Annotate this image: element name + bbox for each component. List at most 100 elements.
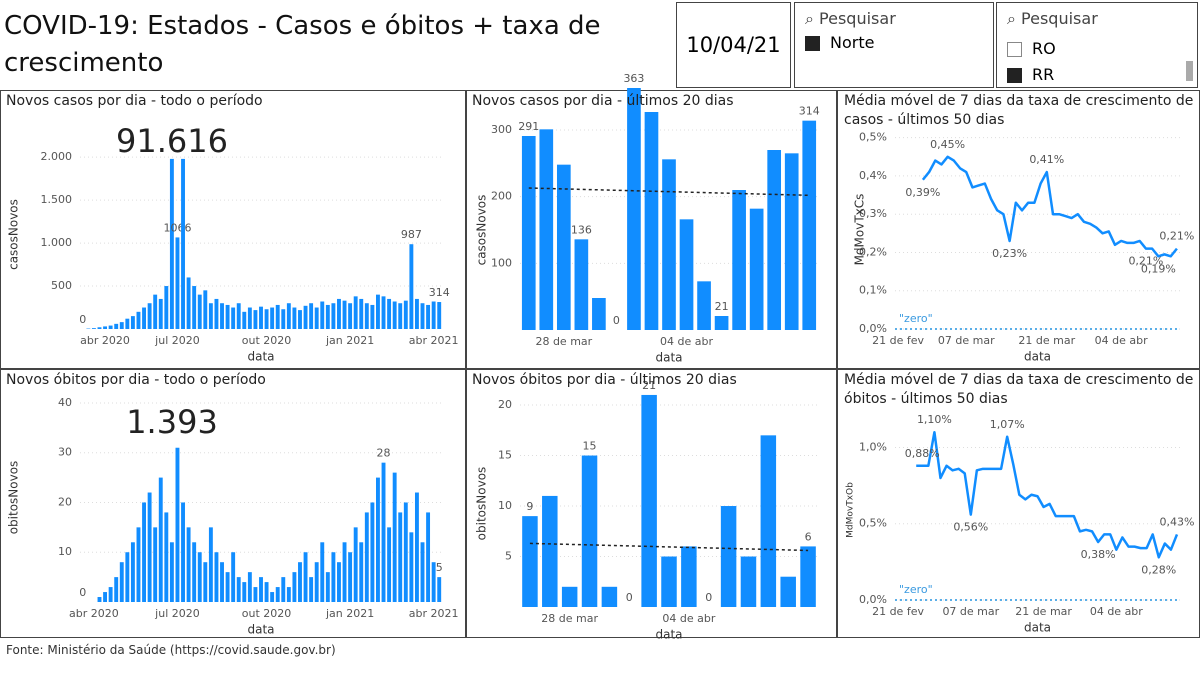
y-tick-label: 0,4% — [859, 169, 887, 182]
data-label: 0 — [79, 586, 86, 599]
checkbox[interactable] — [1007, 68, 1022, 83]
data-label: 6 — [805, 530, 812, 543]
bar — [370, 502, 375, 602]
bar — [414, 298, 419, 329]
y-tick-label: 20 — [58, 495, 72, 508]
x-axis-title: data — [655, 351, 682, 365]
bar — [242, 311, 247, 329]
bar — [91, 328, 96, 329]
y-tick-label: 0,0% — [859, 322, 887, 335]
data-label: 0 — [613, 314, 620, 327]
y-tick-label: 0,0% — [859, 593, 887, 606]
bar — [119, 322, 124, 329]
bar — [136, 311, 141, 329]
search-box[interactable]: ⌕ Pesquisar — [805, 9, 896, 28]
slicer: ⌕ Pesquisar RO RR — [996, 2, 1198, 88]
data-label: 21 — [715, 300, 729, 313]
y-axis-title: MdMovTxOb — [846, 482, 856, 538]
y-tick-label: 20 — [498, 398, 512, 411]
x-tick-label: 21 de mar — [1018, 334, 1075, 347]
x-axis-title: data — [1024, 621, 1051, 635]
bar — [353, 527, 358, 602]
bar — [556, 164, 571, 330]
data-label: 0,21% — [1128, 255, 1163, 268]
data-label: 0,28% — [1141, 563, 1176, 576]
x-tick-label: 28 de mar — [541, 612, 598, 625]
checkbox[interactable] — [805, 36, 820, 51]
bar — [592, 298, 606, 330]
bar — [325, 572, 330, 602]
x-tick-label: 21 de fev — [872, 334, 924, 347]
bar — [376, 294, 380, 329]
bar — [431, 562, 436, 602]
data-label: 0,19% — [1141, 262, 1176, 275]
bar — [103, 592, 108, 602]
bar — [275, 304, 280, 329]
x-axis-title: data — [247, 623, 274, 637]
bar — [437, 577, 442, 602]
bar — [364, 512, 369, 602]
chart-title: Novos óbitos por dia - últimos 20 dias — [472, 372, 737, 388]
x-tick-label: abr 2021 — [409, 334, 459, 347]
reference-label: "zero" — [899, 312, 933, 325]
bar — [303, 305, 308, 329]
x-tick-label: abr 2020 — [80, 334, 130, 347]
scrollbar[interactable] — [1186, 61, 1193, 81]
slicer-item[interactable]: RR — [1007, 65, 1054, 84]
data-label: 0 — [79, 313, 86, 326]
bar — [298, 310, 302, 329]
bar — [398, 303, 403, 329]
header: COVID-19: Estados - Casos e óbitos + tax… — [0, 0, 674, 90]
y-tick-label: 0,2% — [859, 245, 887, 258]
bar — [353, 296, 358, 329]
bar — [542, 495, 558, 607]
bar — [158, 477, 163, 602]
bar — [259, 577, 263, 602]
bar — [780, 576, 796, 607]
bar — [225, 304, 230, 329]
bar — [314, 562, 319, 602]
y-tick-label: 40 — [58, 396, 72, 409]
bar — [767, 150, 782, 330]
bar — [337, 562, 341, 602]
bar — [147, 303, 152, 329]
bar — [203, 562, 208, 602]
card-value: 91.616 — [116, 122, 228, 160]
bar — [114, 577, 119, 602]
item-label: Norte — [830, 33, 875, 52]
data-label: 0,23% — [992, 247, 1027, 260]
bar — [253, 310, 258, 329]
data-label: 0,41% — [1029, 153, 1064, 166]
bar — [431, 301, 436, 329]
bar — [114, 323, 119, 329]
x-tick-label: jan 2021 — [325, 334, 374, 347]
bar — [644, 112, 659, 330]
bar — [130, 542, 135, 602]
bar — [292, 572, 297, 602]
bar — [662, 159, 676, 330]
data-label: 1,10% — [917, 413, 952, 426]
y-tick-label: 0,5% — [859, 131, 887, 144]
bar — [142, 502, 146, 602]
bar — [197, 294, 202, 329]
search-box[interactable]: ⌕ Pesquisar — [1007, 9, 1098, 28]
bar — [130, 316, 135, 329]
x-tick-label: jul 2020 — [154, 607, 200, 620]
y-tick-label: 10 — [58, 545, 72, 558]
bar — [181, 158, 185, 329]
slicer-item[interactable]: RO — [1007, 39, 1056, 58]
bar — [679, 219, 694, 330]
y-tick-label: 200 — [491, 190, 512, 203]
checkbox[interactable] — [1007, 42, 1022, 57]
data-label: 291 — [518, 120, 539, 133]
panel — [837, 369, 1200, 638]
bar — [627, 88, 641, 330]
bar — [270, 592, 275, 602]
slicer-item[interactable]: Norte — [805, 33, 874, 52]
data-label: 15 — [583, 440, 597, 453]
data-label: 0 — [626, 591, 633, 604]
y-tick-label: 0,1% — [859, 284, 887, 297]
data-label: 987 — [401, 228, 422, 241]
x-tick-label: 21 de mar — [1015, 605, 1072, 618]
